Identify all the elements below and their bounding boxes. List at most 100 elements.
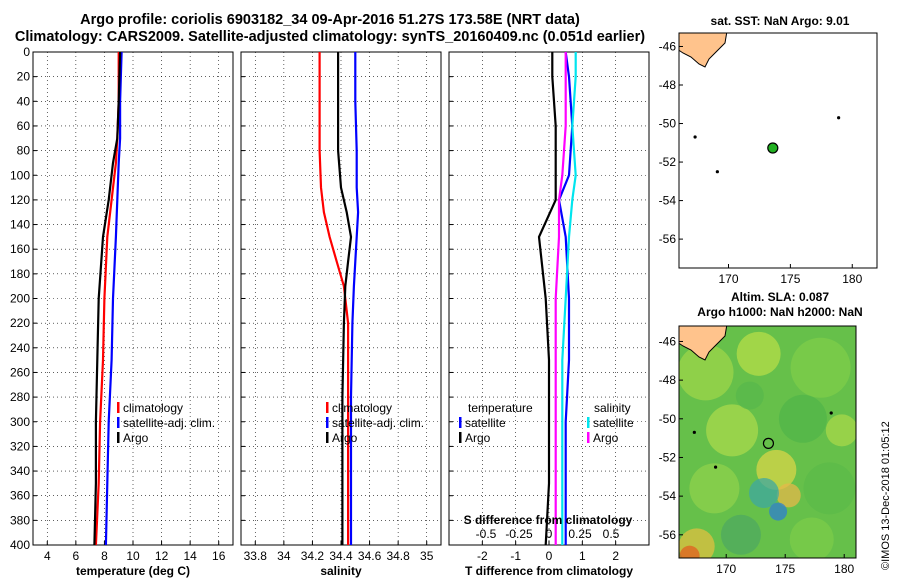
sst-map-content <box>679 33 841 174</box>
salinity-series-satellite-adj-clim- <box>349 52 360 545</box>
sla-map-lon-label: 170 <box>716 562 736 576</box>
s-axis-tick-label: -0.5 <box>476 527 497 541</box>
differences-xtick-label: 2 <box>612 549 619 563</box>
salinity-series-climatology <box>318 52 350 545</box>
differences-xtick-label: 0 <box>546 549 553 563</box>
differences-xlabel: T difference from climatology <box>465 564 633 578</box>
sla-map-title-2: Argo h1000: NaN h2000: NaN <box>697 305 863 319</box>
diff-legend-label: Argo <box>465 431 491 445</box>
diff-legend-temperature-header: temperature <box>468 401 533 415</box>
sla-map-lat-label: -56 <box>659 528 677 542</box>
depth-tick-label: 0 <box>23 45 30 59</box>
sla-map-lat-label: -46 <box>659 334 677 348</box>
sla-anomaly-blob <box>679 545 700 558</box>
temperature-series-argo <box>93 51 122 546</box>
s-axis-tick-label: -0.25 <box>505 527 533 541</box>
sla-anomaly-blob <box>706 404 759 457</box>
s-axis-tick-label: 0.25 <box>568 527 592 541</box>
sla-map-new-zealand-land <box>679 326 728 361</box>
differences-series-t-satellite <box>557 51 574 545</box>
differences-xtick-label: -1 <box>510 549 521 563</box>
sla-anomaly-blob <box>720 514 761 555</box>
depth-tick-label: 240 <box>10 341 30 355</box>
temperature-xtick-label: 14 <box>183 549 197 563</box>
depth-tick-label: 100 <box>10 168 30 182</box>
title-line-1: Argo profile: coriolis 6903182_34 09-Apr… <box>80 12 580 28</box>
sla-map-island <box>713 465 718 469</box>
depth-tick-label: 160 <box>10 242 30 256</box>
salinity-legend-label: Argo <box>332 431 358 445</box>
sla-anomaly-blob <box>778 394 827 443</box>
depth-tick-label: 40 <box>17 94 31 108</box>
sla-map-lat-label: -54 <box>659 489 677 503</box>
temperature-legend-swatch <box>117 402 120 413</box>
sla-anomaly-blob <box>803 462 856 515</box>
sst-map-argo-marker <box>767 142 779 154</box>
sst-map-lat-label: -46 <box>659 39 677 53</box>
depth-tick-label: 20 <box>17 70 31 84</box>
s-axis-label: S difference from climatology <box>464 513 633 527</box>
differences-xtick-label: -2 <box>477 549 488 563</box>
sla-map-lon-label: 175 <box>775 562 795 576</box>
depth-tick-label: 280 <box>10 390 30 404</box>
salinity-legend-label: satellite-adj. clim. <box>332 416 424 430</box>
temperature-legend-label: satellite-adj. clim. <box>123 416 215 430</box>
sst-map-lat-label: -48 <box>659 78 677 92</box>
depth-tick-label: 300 <box>10 415 30 429</box>
depth-tick-label: 380 <box>10 513 30 527</box>
sst-map-lat-label: -54 <box>659 194 677 208</box>
sla-anomaly-blob <box>679 528 715 558</box>
depth-tick-label: 400 <box>10 538 30 552</box>
diff-legend-swatch <box>459 417 462 428</box>
depth-tick-label: 80 <box>17 144 31 158</box>
sst-map-frame <box>678 32 878 269</box>
depth-tick-label: 60 <box>17 119 31 133</box>
sla-anomaly-blob <box>769 502 788 521</box>
sla-anomaly-blob <box>790 337 851 398</box>
sla-anomaly-blob <box>789 517 834 558</box>
salinity-series-argo <box>337 52 353 545</box>
sst-map-lat-label: -50 <box>659 117 677 131</box>
sst-map-island <box>693 135 697 139</box>
sla-map-content <box>679 326 856 558</box>
sla-map-argo-marker <box>762 437 775 449</box>
salinity-xtick-label: 34.2 <box>301 549 325 563</box>
salinity-xtick-label: 33.8 <box>244 549 268 563</box>
salinity-legend-swatch <box>326 417 329 428</box>
temperature-xtick-label: 8 <box>101 549 108 563</box>
salinity-legend-swatch <box>326 432 329 443</box>
temperature-legend-swatch <box>117 417 120 428</box>
salinity-xtick-label: 34.6 <box>358 549 382 563</box>
temperature-xtick-label: 6 <box>73 549 80 563</box>
diff-legend-swatch <box>587 417 590 428</box>
diff-legend-salinity-header: salinity <box>594 401 631 415</box>
depth-tick-label: 320 <box>10 439 30 453</box>
sla-map-title-1: Altim. SLA: 0.087 <box>730 290 830 304</box>
diff-legend-label: Argo <box>593 431 619 445</box>
depth-tick-label: 260 <box>10 365 30 379</box>
temperature-xtick-label: 12 <box>155 549 169 563</box>
sla-anomaly-blob <box>689 463 740 514</box>
temperature-xtick-label: 4 <box>44 549 51 563</box>
sla-map-lat-label: -50 <box>659 412 677 426</box>
sst-map-lon-label: 175 <box>780 272 800 286</box>
sst-map-title: sat. SST: NaN Argo: 9.01 <box>710 14 850 28</box>
salinity-xtick-label: 35 <box>420 549 434 563</box>
temperature-xtick-label: 10 <box>126 549 140 563</box>
differences-series-t-argo <box>537 52 557 546</box>
salinity-xtick-label: 34.4 <box>329 549 353 563</box>
sst-map-lat-label: -56 <box>659 232 677 246</box>
depth-tick-label: 180 <box>10 267 30 281</box>
temperature-series-satellite-adj-clim- <box>104 51 123 546</box>
sla-anomaly-blob <box>736 331 781 376</box>
salinity-legend-swatch <box>326 402 329 413</box>
sst-map-lon-label: 170 <box>718 272 738 286</box>
salinity-xlabel: salinity <box>320 564 362 578</box>
diff-legend-label: satellite <box>465 416 506 430</box>
sla-map-island <box>692 430 696 434</box>
differences-series-s-satellite <box>561 52 577 545</box>
salinity-xtick-label: 34 <box>277 549 291 563</box>
temperature-legend-label: climatology <box>123 401 183 415</box>
sla-anomaly-blob <box>776 483 801 508</box>
